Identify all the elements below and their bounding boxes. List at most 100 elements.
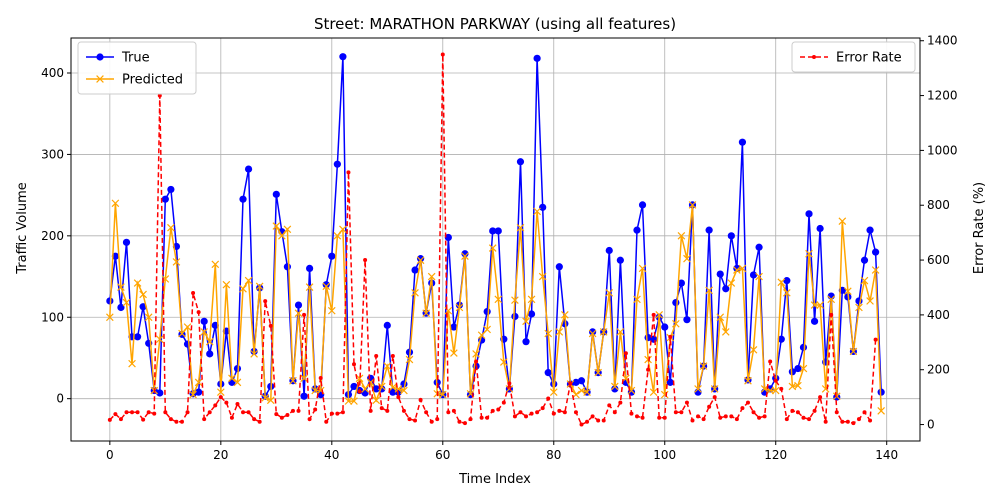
data-point-true: [383, 321, 391, 329]
data-point-true: [489, 227, 497, 235]
data-point-error-rate: [751, 410, 756, 415]
data-point-error-rate: [335, 411, 340, 416]
data-point-predicted: [172, 258, 181, 266]
data-point-error-rate: [346, 170, 351, 175]
data-point-predicted: [488, 244, 497, 252]
data-point-predicted: [866, 297, 874, 305]
data-point-error-rate: [518, 410, 523, 415]
data-point-error-rate: [640, 415, 645, 420]
data-point-predicted: [183, 323, 192, 331]
data-point-error-rate: [107, 417, 112, 422]
data-point-error-rate: [296, 408, 301, 413]
data-point-error-rate: [496, 407, 501, 412]
data-point-error-rate: [707, 404, 712, 409]
data-point-true: [195, 388, 203, 396]
data-point-predicted: [616, 328, 625, 336]
data-point-true: [233, 364, 242, 373]
data-point-error-rate: [152, 411, 157, 416]
y-tick-label-right: 0: [927, 418, 935, 432]
data-point-error-rate: [607, 403, 612, 408]
data-point-predicted: [744, 376, 752, 385]
data-point-true: [161, 195, 169, 203]
data-point-true: [783, 277, 791, 285]
x-tick-label: 140: [875, 448, 898, 462]
data-point-true: [727, 232, 735, 240]
data-point-predicted: [588, 329, 597, 338]
data-point-predicted: [372, 396, 381, 405]
data-point-predicted: [683, 254, 691, 263]
data-point-predicted: [544, 329, 553, 338]
data-point-predicted: [549, 388, 558, 396]
data-point-error-rate: [696, 414, 701, 419]
legend-label-predicted: Predicted: [122, 73, 183, 88]
data-point-error-rate: [573, 410, 578, 415]
data-point-predicted: [849, 347, 858, 356]
y-tick-label-right: 1400: [927, 34, 958, 48]
data-point-error-rate: [224, 400, 229, 405]
data-point-predicted: [322, 282, 331, 291]
y-tick-label-right: 200: [927, 363, 950, 377]
data-point-true: [133, 333, 142, 341]
data-point-error-rate: [657, 415, 662, 420]
y-tick-label-right: 800: [927, 198, 950, 212]
data-point-error-rate: [440, 52, 445, 57]
data-point-true: [244, 165, 253, 173]
data-point-error-rate: [651, 312, 656, 317]
data-point-predicted: [155, 335, 164, 344]
data-point-true: [805, 210, 813, 218]
data-point-error-rate: [829, 312, 834, 317]
data-point-predicted: [455, 303, 464, 312]
x-tick-label: 60: [435, 448, 450, 462]
data-point-error-rate: [352, 362, 356, 367]
data-point-predicted: [599, 328, 608, 336]
data-point-true: [294, 301, 303, 309]
data-point-error-rate: [840, 419, 845, 424]
data-point-error-rate: [385, 408, 390, 413]
data-point-true: [633, 226, 641, 234]
data-point-true: [450, 323, 458, 331]
data-point-true: [605, 246, 613, 255]
data-point-true: [866, 226, 874, 234]
data-point-error-rate: [662, 415, 667, 420]
data-point-error-rate: [623, 351, 628, 356]
data-point-error-rate: [873, 337, 878, 342]
data-point-error-rate: [529, 411, 534, 416]
data-point-error-rate: [374, 354, 379, 359]
data-point-error-rate: [118, 417, 123, 422]
data-point-error-rate: [302, 312, 307, 317]
data-point-predicted: [871, 266, 880, 274]
data-point-error-rate: [135, 410, 140, 415]
y-axis-label-right: Error Rate (%): [972, 182, 987, 274]
data-point-true: [350, 382, 358, 391]
data-point-true: [577, 377, 586, 385]
data-point-predicted: [522, 317, 530, 326]
data-point-error-rate: [218, 395, 223, 400]
data-point-predicted: [555, 328, 564, 336]
data-point-error-rate: [401, 408, 406, 413]
data-point-error-rate: [379, 406, 384, 411]
data-point-predicted: [272, 222, 281, 230]
data-point-true: [211, 321, 219, 329]
data-point-error-rate: [540, 406, 545, 411]
data-point-predicted: [511, 296, 519, 304]
data-point-true: [816, 224, 824, 233]
series-layer: [106, 52, 885, 427]
data-point-true: [788, 368, 796, 376]
data-point-error-rate: [462, 421, 467, 426]
data-point-true: [755, 243, 763, 251]
data-point-true: [722, 285, 730, 293]
data-point-true: [494, 227, 502, 235]
data-point-true: [511, 312, 519, 321]
data-point-error-rate: [318, 375, 323, 380]
data-point-error-rate: [207, 410, 212, 415]
data-point-error-rate: [229, 415, 234, 420]
data-point-predicted: [228, 374, 236, 383]
data-point-true: [522, 338, 530, 346]
data-point-predicted: [527, 295, 536, 304]
data-point-error-rate: [729, 414, 734, 419]
data-point-true: [572, 378, 580, 386]
data-point-predicted: [782, 289, 791, 297]
data-point-error-rate: [807, 417, 812, 422]
data-point-predicted: [355, 374, 364, 383]
